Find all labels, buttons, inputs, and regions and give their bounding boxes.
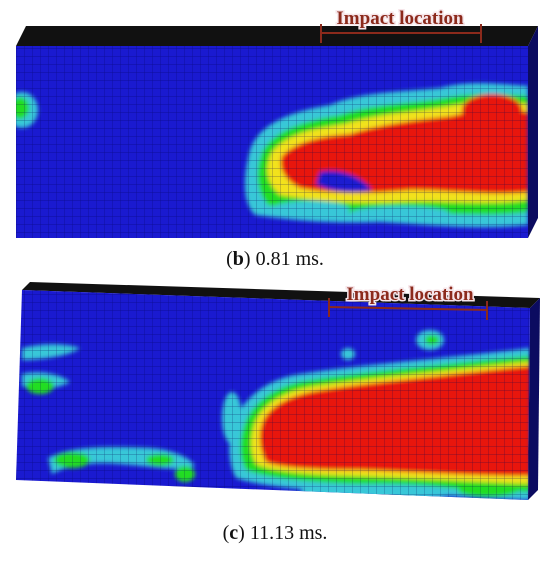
panel-c-stress-contour: Impact location [16, 282, 540, 500]
panel-b-simulation: Impact location [0, 0, 550, 240]
caption-b-letter: b [232, 248, 244, 270]
beam-top-face [16, 26, 538, 46]
panel-b-stress-contour: Impact location [16, 7, 538, 238]
caption-c-text: 11.13 ms. [244, 522, 328, 544]
impact-location-bracket-b [320, 24, 482, 43]
impact-location-label-c: Impact location [346, 284, 474, 305]
beam-side-face [528, 26, 538, 238]
beam-side-face [528, 298, 540, 500]
impact-location-bracket-c [327, 298, 489, 320]
caption-b: (b) 0.81 ms. [226, 248, 324, 270]
panel-c-simulation: Impact location [0, 278, 550, 508]
impact-location-label-b: Impact location [336, 8, 464, 29]
beam-top-face [22, 282, 540, 308]
caption-c: (c) 11.13 ms. [222, 522, 328, 544]
caption-c-letter: c [229, 522, 239, 544]
caption-b-text: 0.81 ms. [250, 248, 324, 270]
